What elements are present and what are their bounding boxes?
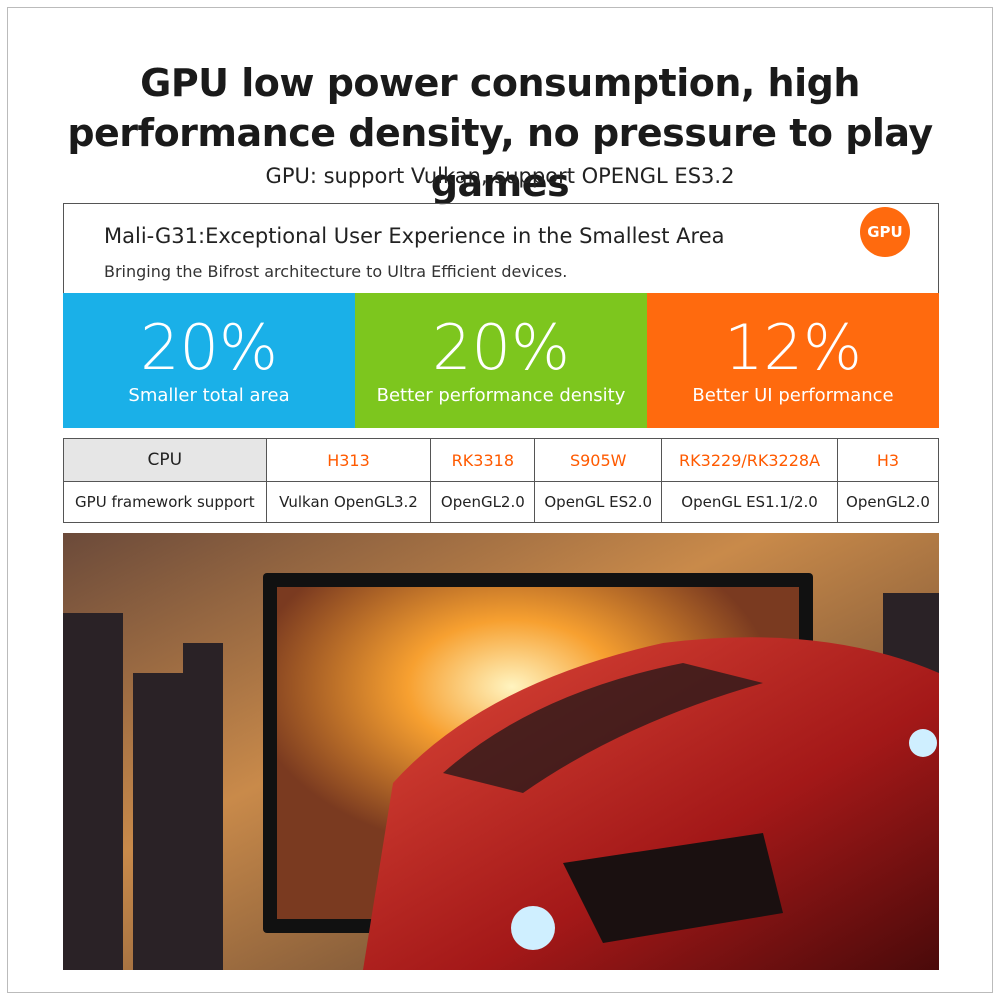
table-cell: RK3318 [430, 438, 536, 482]
table-cell: CPU [63, 438, 267, 482]
comparison-table: CPU H313 RK3318 S905W RK3229/RK3228A H3 GPU fr… [63, 438, 939, 523]
stat: 20% Smaller total area [63, 293, 355, 428]
windshield [443, 663, 763, 793]
table-row: CPU H313 RK3318 S905W RK3229/RK3228A H3 [63, 438, 939, 482]
table-cell: OpenGL ES2.0 [534, 481, 663, 523]
headlight [511, 906, 555, 950]
subtitle: GPU: support Vulkan, support OPENGL ES3.… [265, 164, 735, 188]
table-cell: S905W [534, 438, 663, 482]
table-cell: OpenGL2.0 [430, 481, 536, 523]
table-row: GPU framework support Vulkan OpenGL3.2 Ope… [63, 481, 939, 523]
panel-subtitle: Bringing the Bifrost architecture to Ult… [104, 262, 568, 281]
table-cell: Vulkan OpenGL3.2 [265, 481, 432, 523]
panel: Mali-G31:Exceptional User Experience in … [63, 203, 939, 294]
table-cell: OpenGL ES1.1/2.0 [661, 481, 838, 523]
panel-title: Mali-G31:Exceptional User Experience in … [104, 224, 725, 248]
car [363, 637, 939, 970]
grille [563, 833, 783, 943]
headlight [909, 729, 937, 757]
stat-label: Smaller total area [128, 385, 290, 406]
stat: 20% Better performance density [355, 293, 647, 428]
title: GPU low power consumption, high performa… [67, 61, 933, 205]
badge: GPU [860, 207, 910, 257]
table-cell: H313 [265, 438, 432, 482]
table-cell: H3 [837, 438, 939, 482]
game-image [63, 533, 939, 970]
stat-label: Better UI performance [692, 385, 894, 406]
stat-value: 20% [432, 311, 570, 384]
stat-label: Better performance density [376, 385, 626, 406]
table-cell: RK3229/RK3228A [661, 438, 838, 482]
stat-value: 12% [724, 311, 862, 384]
stats: 20% Smaller total area 20% Better performa… [63, 293, 939, 428]
table-cell: GPU framework support [63, 481, 267, 523]
stat: 12% Better UI performance [647, 293, 939, 428]
frame [7, 7, 993, 993]
stat-value: 20% [140, 311, 278, 384]
table-cell: OpenGL2.0 [837, 481, 939, 523]
